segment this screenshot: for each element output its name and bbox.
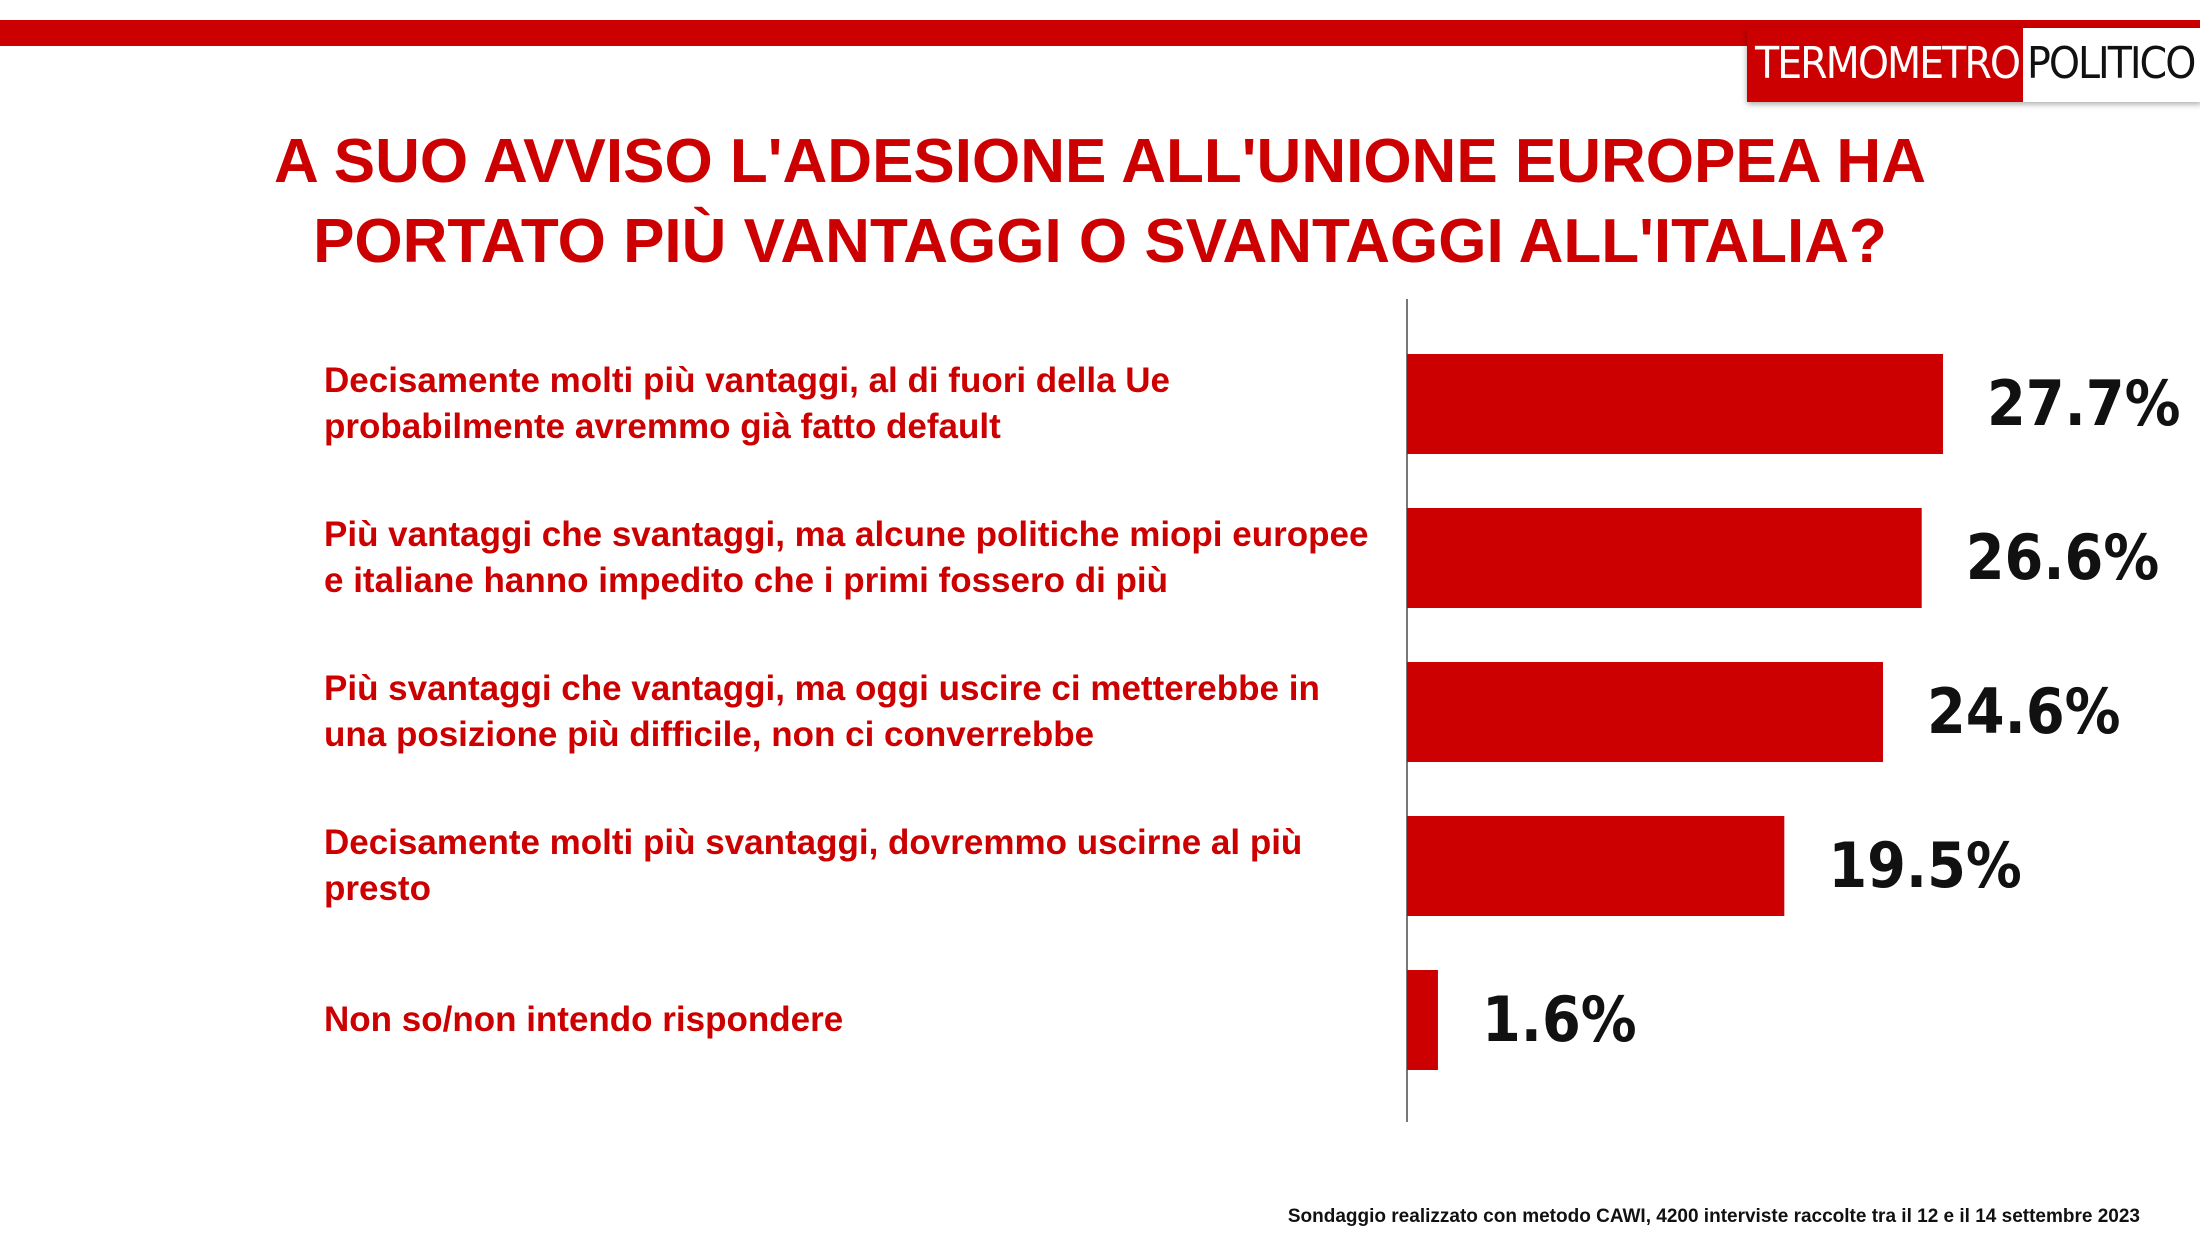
- category-label: Più vantaggi che svantaggi, ma alcune po…: [324, 515, 1369, 600]
- value-label: 1.6%: [1482, 983, 1637, 1056]
- bar: [1407, 662, 1884, 762]
- value-label: 27.7%: [1987, 367, 2181, 440]
- value-label: 26.6%: [1966, 521, 2160, 594]
- bar: [1407, 970, 1438, 1070]
- category-label: Più svantaggi che vantaggi, ma oggi usci…: [324, 669, 1320, 754]
- bar: [1407, 816, 1785, 916]
- logo-left: TERMOMETRO: [1747, 28, 2023, 102]
- logo: TERMOMETRO POLITICO: [1747, 28, 2200, 102]
- category-label: Decisamente molti più svantaggi, dovremm…: [324, 823, 1303, 908]
- value-label: 19.5%: [1828, 829, 2022, 902]
- category-label: Non so/non intendo rispondere: [324, 1000, 844, 1039]
- bar: [1407, 508, 1922, 608]
- footnote: Sondaggio realizzato con metodo CAWI, 42…: [1287, 1206, 2140, 1227]
- category-label: Decisamente molti più vantaggi, al di fu…: [324, 361, 1171, 446]
- logo-right: POLITICO: [2022, 28, 2200, 102]
- bar: [1407, 354, 1943, 454]
- chart-title: A SUO AVVISO L'ADESIONE ALL'UNIONE EUROP…: [274, 127, 1926, 276]
- value-label: 24.6%: [1927, 675, 2121, 748]
